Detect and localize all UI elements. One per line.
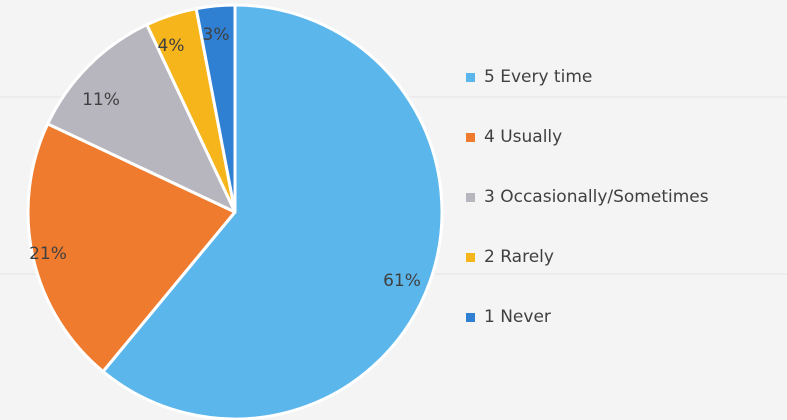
slice-data-label: 11%: [82, 90, 120, 110]
chart-legend: 5 Every time 4 Usually 3 Occasionally/So…: [466, 64, 709, 330]
legend-label: 3 Occasionally/Sometimes: [484, 187, 709, 207]
pie-slice-2: [26, 122, 237, 373]
legend-swatch: [466, 252, 475, 262]
pie-slice-3: [46, 23, 237, 214]
legend-label: 2 Rarely: [484, 247, 554, 267]
pie-slice-5: [194, 3, 237, 214]
pie-data-labels: 61% 21% 11% 4% 3%: [29, 25, 421, 291]
legend-item: 3 Occasionally/Sometimes: [466, 184, 709, 210]
legend-label: 1 Never: [484, 307, 551, 327]
legend-item: 2 Rarely: [466, 244, 709, 270]
pie-slice-1: [101, 3, 444, 420]
pie-slices: [26, 3, 444, 420]
legend-swatch: [466, 312, 475, 322]
legend-item: 4 Usually: [466, 124, 709, 150]
slice-data-label: 61%: [383, 271, 421, 291]
slice-data-label: 21%: [29, 244, 67, 264]
legend-label: 4 Usually: [484, 127, 563, 147]
legend-swatch: [466, 72, 475, 82]
legend-swatch: [466, 132, 475, 142]
slice-data-label: 4%: [158, 36, 185, 56]
legend-item: 1 Never: [466, 304, 709, 330]
legend-item: 5 Every time: [466, 64, 709, 90]
slice-data-label: 3%: [203, 25, 230, 45]
legend-label: 5 Every time: [484, 67, 593, 87]
legend-swatch: [466, 192, 475, 202]
